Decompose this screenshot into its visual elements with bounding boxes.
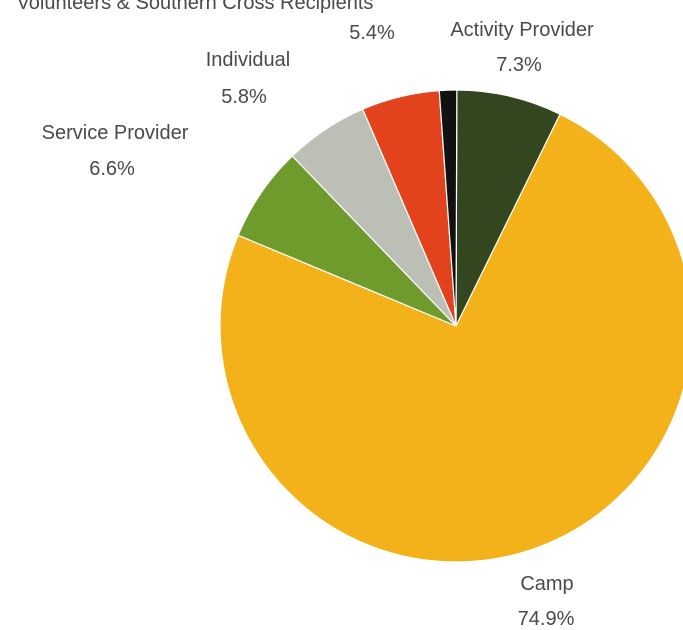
label-service-provider-value: 6.6% xyxy=(89,158,135,180)
label-individual-value: 5.8% xyxy=(221,86,267,108)
pie-slice-unlabeled xyxy=(438,89,458,327)
label-volunteers-value: 5.4% xyxy=(349,22,395,44)
label-individual: Individual xyxy=(206,49,291,71)
label-volunteers: Volunteers & Southern Cross Recipients xyxy=(17,0,374,14)
label-camp: Camp xyxy=(520,573,573,595)
label-service-provider: Service Provider xyxy=(42,122,189,144)
pie-slice-camp xyxy=(219,113,683,563)
label-activity-provider-value: 7.3% xyxy=(496,54,542,76)
label-activity-provider: Activity Provider xyxy=(450,19,594,41)
pie-slice-activity-provider xyxy=(455,89,561,327)
label-camp-value: 74.9% xyxy=(518,608,575,630)
